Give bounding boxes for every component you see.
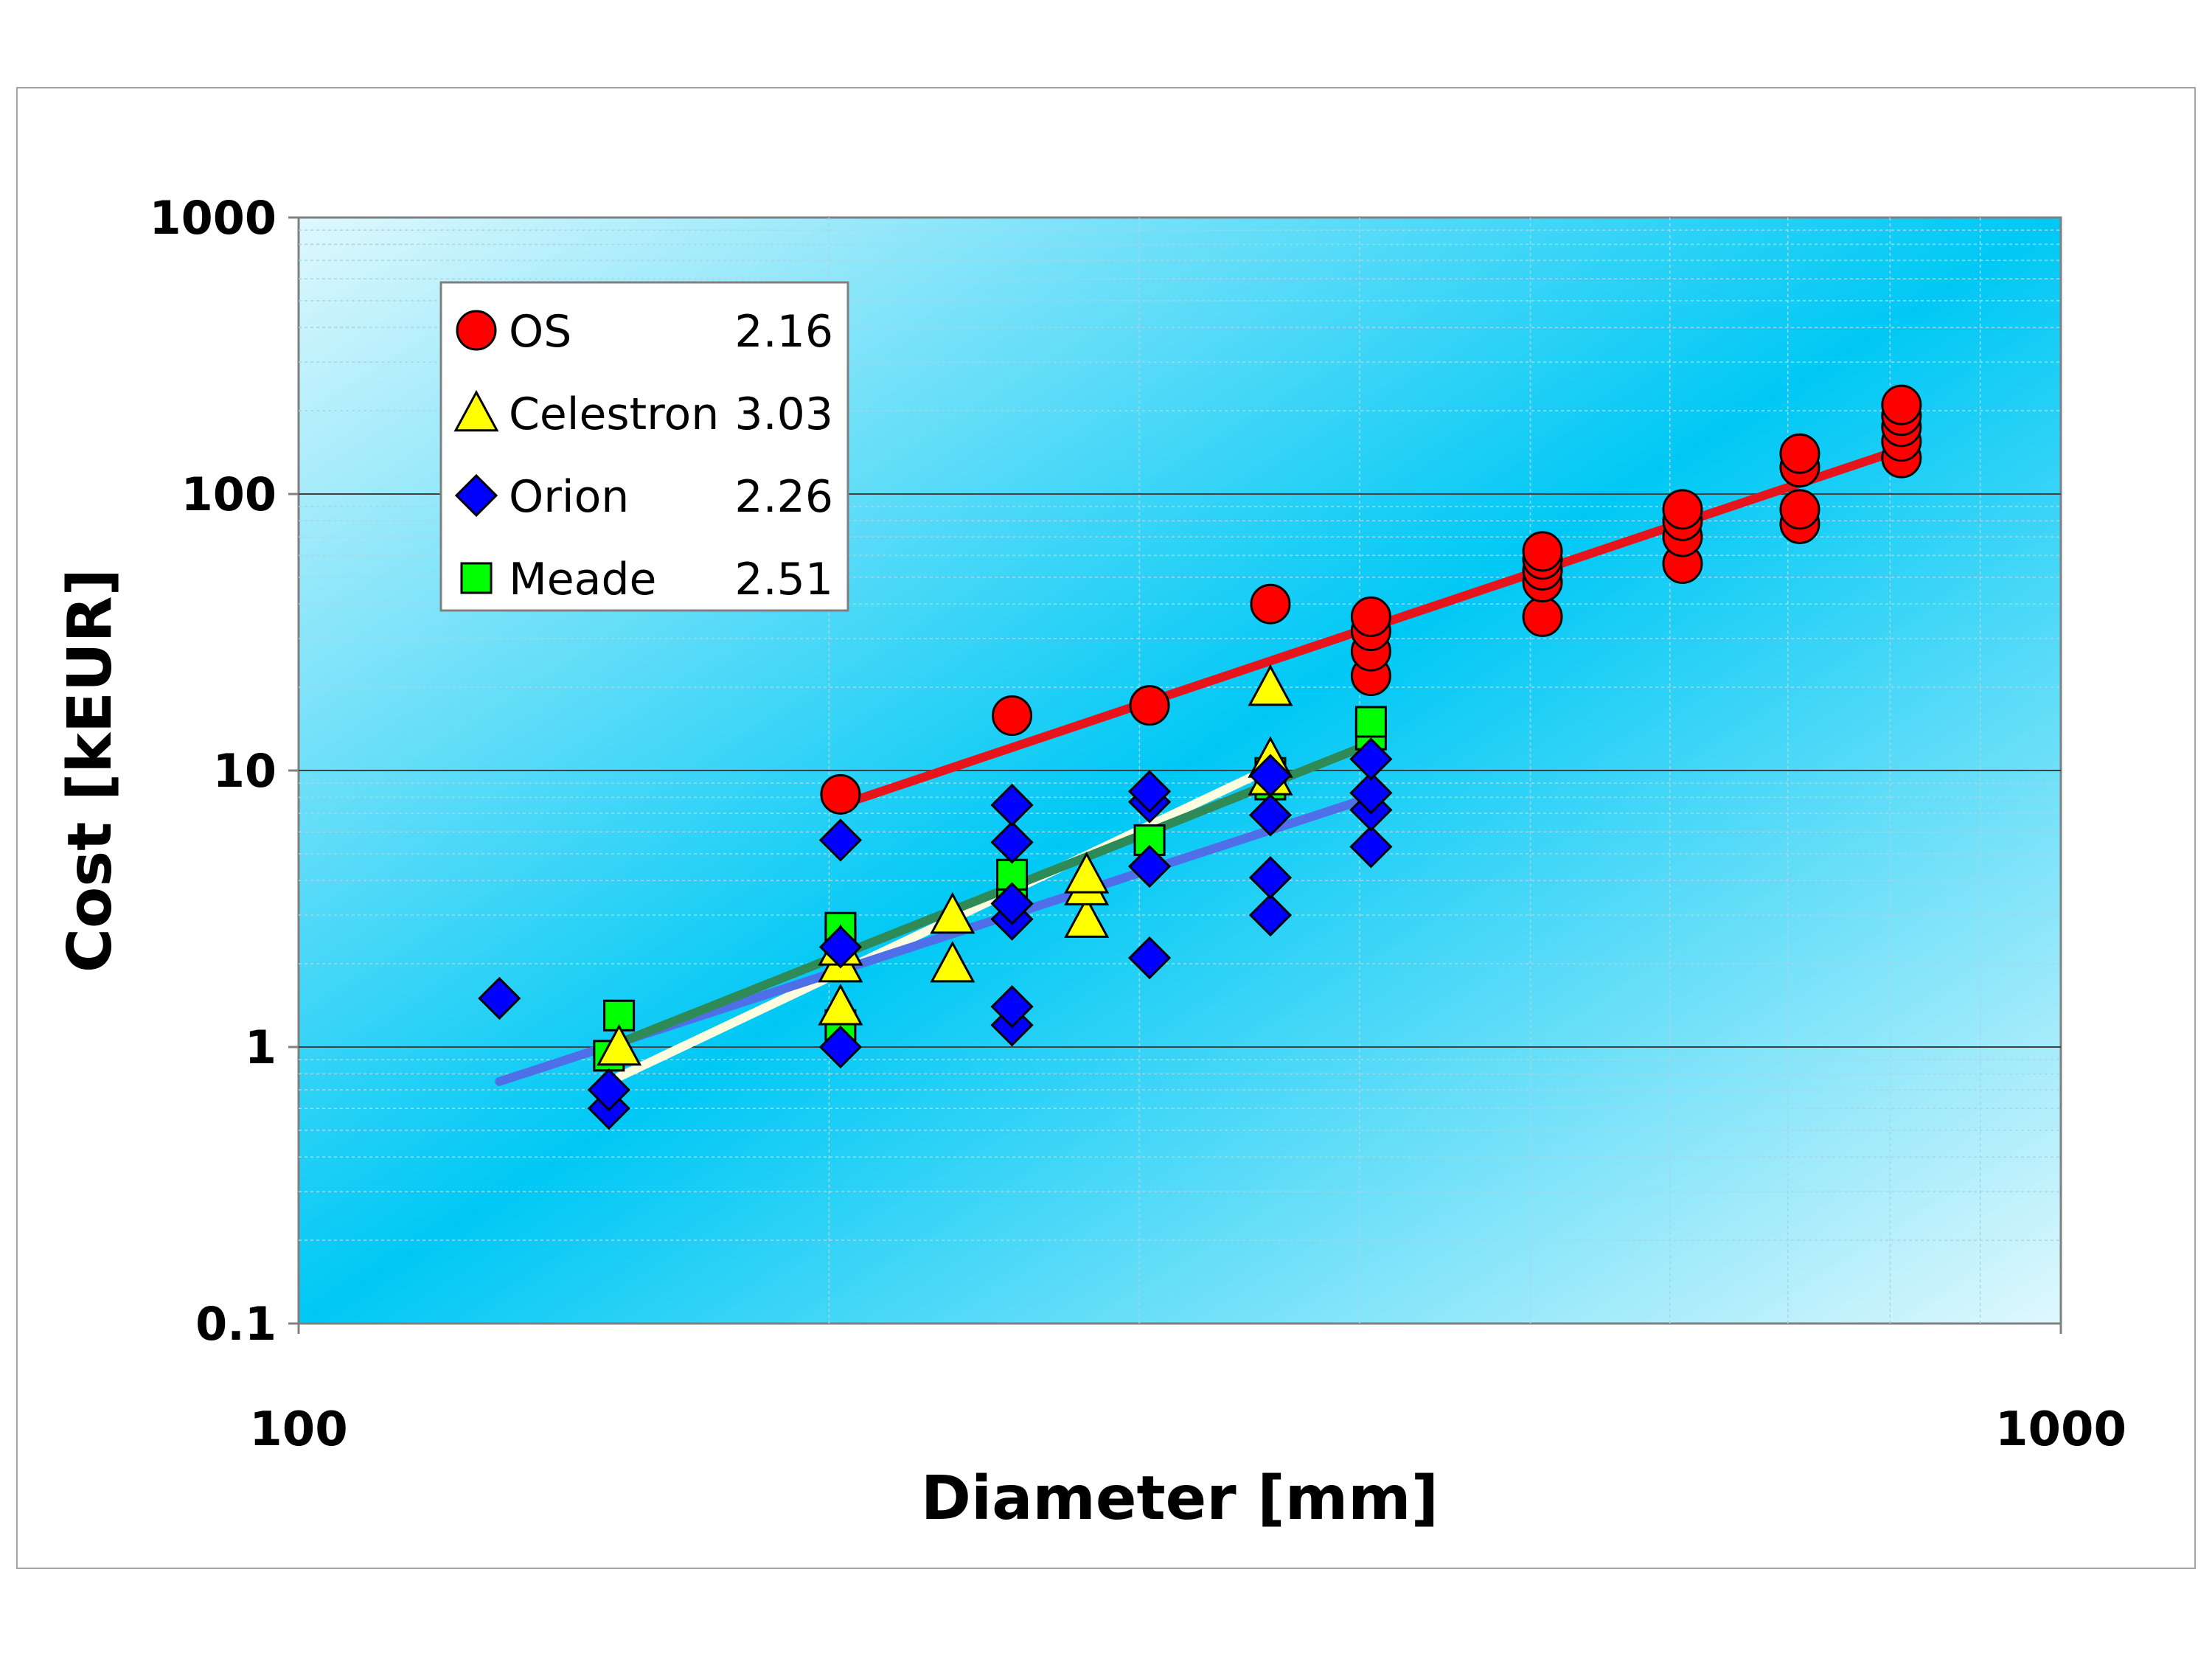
x-axis-label: Diameter [mm] bbox=[921, 1464, 1439, 1534]
grid-lines bbox=[299, 218, 2061, 1324]
data-point-orion bbox=[818, 818, 863, 862]
data-points bbox=[478, 384, 1922, 1130]
data-point-orion bbox=[818, 925, 863, 969]
legend-label-orion: Orion bbox=[509, 471, 629, 523]
data-point-orion bbox=[1248, 793, 1293, 837]
legend-marker-orion bbox=[454, 473, 498, 518]
data-point-celestron bbox=[818, 984, 863, 1026]
y-tick-label: 100 bbox=[181, 467, 276, 521]
legend: OS 2.16 Celestron 3.03 Orion 2.26 Meade 2.51 bbox=[439, 281, 849, 612]
data-point-orion bbox=[478, 976, 521, 1020]
data-point-os bbox=[1779, 433, 1820, 474]
legend-exponent-meade: 2.51 bbox=[734, 554, 833, 605]
data-point-orion bbox=[587, 1068, 630, 1112]
data-point-orion bbox=[990, 882, 1034, 925]
data-point-celestron bbox=[597, 1023, 642, 1066]
data-point-orion bbox=[1248, 856, 1293, 900]
axes: 0.1 1 10 100 1000 100 1000 bbox=[149, 191, 2126, 1457]
legend-exponent-celestron: 3.03 bbox=[734, 389, 833, 440]
trend-line-meade bbox=[604, 739, 1376, 1051]
data-point-orion bbox=[1127, 936, 1172, 980]
data-point-os bbox=[1881, 384, 1922, 425]
data-point-os bbox=[820, 773, 861, 815]
data-point-os bbox=[1522, 531, 1563, 572]
data-point-orion bbox=[1248, 754, 1293, 797]
data-point-orion bbox=[990, 783, 1034, 827]
data-point-celestron bbox=[1064, 852, 1110, 894]
legend-exponent-os: 2.16 bbox=[734, 306, 833, 358]
legend-label-os: OS bbox=[509, 306, 571, 358]
data-point-os bbox=[1129, 685, 1170, 726]
x-tick-label: 1000 bbox=[1995, 1402, 2126, 1457]
data-point-meade bbox=[1354, 706, 1387, 738]
y-tick-label: 1000 bbox=[149, 191, 276, 245]
data-point-celestron bbox=[930, 891, 975, 934]
data-point-orion bbox=[1248, 893, 1293, 937]
data-point-os bbox=[992, 695, 1033, 737]
data-point-orion bbox=[1349, 825, 1393, 869]
data-point-os bbox=[1350, 596, 1391, 637]
data-point-orion bbox=[990, 985, 1034, 1029]
data-point-orion bbox=[990, 821, 1034, 864]
legend-exponent-orion: 2.26 bbox=[734, 471, 833, 523]
x-tick-label: 100 bbox=[249, 1402, 348, 1457]
data-point-os bbox=[1250, 583, 1291, 625]
data-point-celestron bbox=[930, 940, 975, 983]
legend-label-celestron: Celestron bbox=[509, 389, 719, 440]
data-point-os bbox=[1662, 489, 1703, 530]
legend-marker-meade bbox=[460, 562, 493, 594]
legend-box bbox=[439, 281, 849, 612]
y-tick-label: 1 bbox=[245, 1020, 276, 1074]
y-axis-label: Cost [kEUR] bbox=[55, 568, 125, 973]
y-tick-label: 10 bbox=[213, 744, 276, 798]
data-point-celestron bbox=[1064, 896, 1110, 938]
y-tick-label: 0.1 bbox=[195, 1297, 276, 1351]
data-point-orion bbox=[1127, 844, 1172, 888]
data-point-os bbox=[1522, 596, 1563, 637]
legend-label-meade: Meade bbox=[509, 554, 656, 605]
legend-marker-celestron bbox=[453, 389, 499, 432]
data-point-orion bbox=[818, 1025, 863, 1069]
data-point-orion bbox=[1127, 770, 1172, 813]
data-point-orion bbox=[1349, 771, 1393, 815]
data-point-orion bbox=[1349, 737, 1393, 781]
data-point-celestron bbox=[1248, 664, 1293, 706]
legend-marker-os bbox=[456, 310, 497, 351]
data-point-os bbox=[1779, 489, 1820, 530]
